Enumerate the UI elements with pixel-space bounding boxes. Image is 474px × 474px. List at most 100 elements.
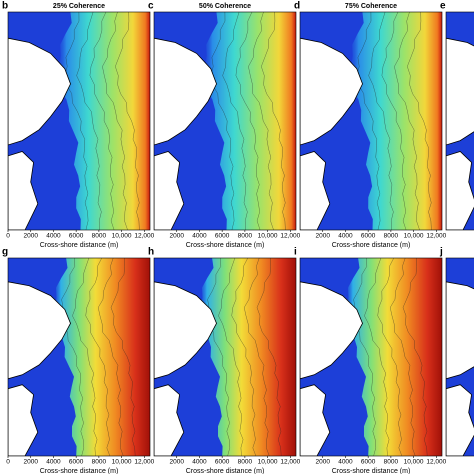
contour-line [102, 12, 128, 230]
x-tick-label: 2000 [315, 459, 330, 466]
x-tick-label: 4000 [46, 459, 61, 466]
panel-frame [299, 257, 443, 457]
x-tick-label: 4000 [338, 233, 353, 240]
panel-frame [445, 257, 474, 457]
panel: h 2000 4000 6000 8000 10,000 12,000 Cross-shore… [148, 247, 301, 474]
contour-line [115, 12, 140, 230]
contour-line [218, 258, 244, 456]
panel: b 25% Coherence 0 2000 4000 6000 8000 10,000 12,… [2, 1, 155, 249]
land [300, 37, 363, 146]
panel-letter: i [294, 247, 297, 258]
x-tick-label: 2000 [23, 233, 38, 240]
x-tick-label: 10,000 [404, 459, 424, 466]
contour-line [76, 12, 102, 230]
plot-area [300, 258, 442, 456]
panel-frame [7, 257, 151, 457]
land [154, 151, 185, 230]
x-tick-label: 8000 [92, 459, 107, 466]
contour-line [235, 12, 261, 230]
contour-line [368, 12, 394, 230]
land [446, 281, 474, 380]
x-tick-label: 12,000 [134, 233, 154, 240]
x-tick-label: 4000 [338, 459, 353, 466]
land [446, 384, 474, 456]
panel-frame [153, 11, 297, 231]
contour-line [389, 258, 416, 456]
panel-letter: g [2, 247, 8, 258]
x-axis-label: Cross-shore distance (m) [40, 242, 119, 249]
intensity-field [201, 12, 296, 230]
panel-frame [7, 11, 151, 231]
contour-line [377, 258, 403, 456]
x-tick-label: 6000 [69, 233, 84, 240]
plot-area [446, 258, 474, 456]
land [446, 37, 474, 146]
x-tick-label: 8000 [384, 233, 399, 240]
x-tick-label: 10,000 [112, 233, 132, 240]
contour-line [248, 12, 274, 230]
panel-letter: h [148, 247, 154, 258]
x-tick-label: 12,000 [426, 459, 446, 466]
land [300, 151, 331, 230]
contour-line [89, 12, 115, 230]
contour-line [407, 12, 432, 230]
x-tick-label: 8000 [238, 459, 253, 466]
x-tick-label: 6000 [215, 459, 230, 466]
x-tick-label: 6000 [69, 459, 84, 466]
panel: d 75% Coherence 2000 4000 6000 8000 10,000 12,0… [294, 1, 447, 249]
contour-line [394, 12, 420, 230]
contour-line [97, 258, 124, 456]
plot-area [300, 12, 442, 230]
contour-line [381, 12, 407, 230]
x-axis-label: Cross-shore distance (m) [186, 242, 265, 249]
x-tick-label: 6000 [215, 233, 230, 240]
panel-letter: j [439, 247, 443, 258]
x-tick-label: 10,000 [112, 459, 132, 466]
intensity-field [55, 12, 150, 230]
x-tick-label: 12,000 [280, 233, 300, 240]
contour-line [402, 258, 428, 456]
x-tick-label: 6000 [361, 459, 376, 466]
panel-frame [299, 11, 443, 231]
x-tick-label: 12,000 [134, 459, 154, 466]
x-axis-label: Cross-shore distance (m) [332, 242, 411, 249]
land [8, 151, 39, 230]
x-tick-label: 10,000 [258, 459, 278, 466]
contour-line [356, 12, 381, 230]
contour-line [352, 258, 377, 456]
land [446, 151, 474, 230]
panel: g 0 2000 4000 6000 8000 10,000 12,000 Cross-shor… [2, 247, 155, 474]
plot-area [154, 258, 296, 456]
contour-line [72, 258, 98, 456]
x-tick-label: 8000 [384, 459, 399, 466]
panel: i 2000 4000 6000 8000 10,000 12,000 Cross-shore… [294, 247, 447, 474]
contour-line [85, 258, 111, 456]
x-tick-label: 12,000 [280, 459, 300, 466]
land [8, 37, 71, 146]
panel-title: 75% Coherence [345, 3, 397, 10]
plot-area [446, 12, 474, 230]
panel-letter: d [294, 1, 300, 12]
panel-title: 50% Coherence [199, 3, 251, 10]
land [154, 37, 217, 146]
x-axis-label: Cross-shore distance (m) [332, 468, 411, 474]
plot-area [154, 12, 296, 230]
x-tick-label: 2000 [23, 459, 38, 466]
panel-letter: e [440, 1, 446, 12]
intensity-field [343, 258, 442, 456]
land [8, 281, 71, 380]
contour-line [222, 12, 248, 230]
x-tick-label: 8000 [92, 233, 107, 240]
land [8, 384, 39, 456]
intensity-field [197, 258, 296, 456]
panel: j [439, 247, 474, 457]
x-tick-label: 2000 [169, 459, 184, 466]
x-tick-label: 4000 [192, 233, 207, 240]
x-axis-label: Cross-shore distance (m) [186, 468, 265, 474]
panel: c 50% Coherence 2000 4000 6000 8000 10,000 12,0… [148, 1, 301, 249]
contour-line [364, 258, 390, 456]
plot-area [8, 258, 150, 456]
x-tick-label: 6000 [361, 233, 376, 240]
x-tick-label: 0 [6, 233, 10, 240]
